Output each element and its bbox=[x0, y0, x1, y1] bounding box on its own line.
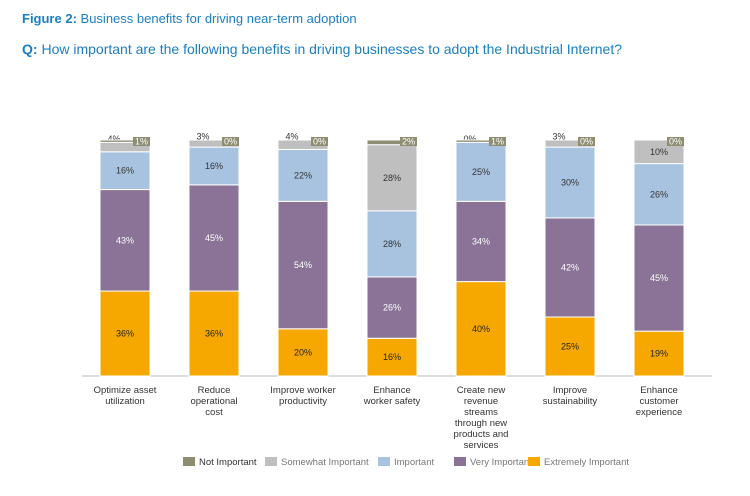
category-label: customer bbox=[639, 396, 678, 407]
question-label: Q: bbox=[22, 41, 38, 57]
data-label-important: 28% bbox=[383, 239, 401, 249]
legend-swatch-not-important bbox=[183, 457, 195, 466]
data-label-important: 22% bbox=[294, 170, 312, 180]
data-label-somewhat-important: 28% bbox=[383, 173, 401, 183]
bar-segment bbox=[99, 189, 151, 292]
legend-label-not-important: Not Important bbox=[199, 457, 257, 468]
question: Q: How important are the following benef… bbox=[22, 41, 622, 57]
category-label: Enhance bbox=[640, 385, 678, 396]
legend-swatch-extremely-important bbox=[528, 457, 540, 466]
category-label: services bbox=[464, 440, 499, 451]
category-label: streams bbox=[464, 407, 498, 418]
category-label: experience bbox=[636, 407, 682, 418]
data-label-important: 30% bbox=[561, 177, 579, 187]
data-label-very-important: 54% bbox=[294, 260, 312, 270]
data-label-not-important: 2% bbox=[402, 137, 415, 147]
value-tag bbox=[667, 137, 684, 146]
bar-segment bbox=[455, 281, 507, 377]
category-label: products and bbox=[454, 429, 509, 440]
data-label-not-important: 0% bbox=[224, 137, 237, 147]
legend-label-very-important: Very Important bbox=[470, 457, 532, 468]
legend-label-extremely-important: Extremely Important bbox=[544, 457, 629, 468]
data-label-somewhat-important: 3% bbox=[552, 132, 565, 142]
legend-label-somewhat-important: Somewhat Important bbox=[281, 457, 369, 468]
category-label: Create new bbox=[457, 385, 506, 396]
bar-segment bbox=[455, 141, 507, 202]
data-label-very-important: 45% bbox=[205, 233, 223, 243]
category-label: operational bbox=[190, 396, 237, 407]
bar-segment bbox=[544, 146, 596, 219]
data-label-extremely-important: 40% bbox=[472, 324, 490, 334]
data-label-not-important: 0% bbox=[313, 137, 326, 147]
bar-segment bbox=[544, 217, 596, 318]
category-label: through new bbox=[455, 418, 507, 429]
data-label-somewhat-important: 4% bbox=[107, 134, 120, 144]
bar-segment bbox=[366, 210, 418, 278]
data-label-extremely-important: 25% bbox=[561, 342, 579, 352]
question-text: How important are the following benefits… bbox=[41, 41, 623, 57]
bar-segment bbox=[188, 146, 240, 186]
data-label-very-important: 26% bbox=[383, 303, 401, 313]
bar-segment bbox=[277, 200, 329, 330]
figure-title-text: Business benefits for driving near-term … bbox=[80, 11, 357, 26]
data-label-extremely-important: 36% bbox=[116, 329, 134, 339]
figure-title: Figure 2: Business benefits for driving … bbox=[22, 11, 357, 26]
data-label-not-important: 0% bbox=[580, 137, 593, 147]
data-label-very-important: 45% bbox=[650, 273, 668, 283]
category-label: Optimize asset bbox=[94, 385, 157, 396]
bar-segment bbox=[633, 330, 685, 377]
category-label: utilization bbox=[105, 396, 145, 407]
figure-label: Figure 2: bbox=[22, 11, 77, 26]
data-label-very-important: 42% bbox=[561, 262, 579, 272]
data-label-somewhat-important: 3% bbox=[196, 132, 209, 142]
bar-segment bbox=[366, 144, 418, 212]
category-label: revenue bbox=[464, 396, 498, 407]
category-label: worker safety bbox=[363, 396, 421, 407]
data-label-extremely-important: 19% bbox=[650, 349, 668, 359]
legend-swatch-important bbox=[378, 457, 390, 466]
legend-swatch-very-important bbox=[454, 457, 466, 466]
data-label-extremely-important: 36% bbox=[205, 329, 223, 339]
data-label-somewhat-important: 10% bbox=[650, 147, 668, 157]
bar-segment bbox=[188, 184, 240, 292]
bar-segment bbox=[277, 328, 329, 377]
bar-segment bbox=[99, 290, 151, 377]
data-label-important: 26% bbox=[650, 189, 668, 199]
data-label-somewhat-important: 4% bbox=[285, 132, 298, 142]
bar-segment bbox=[188, 290, 240, 377]
value-tag bbox=[578, 137, 595, 146]
bar-segment bbox=[366, 337, 418, 377]
data-label-not-important: 1% bbox=[491, 137, 504, 147]
value-tag bbox=[489, 137, 506, 146]
bar-segment bbox=[455, 200, 507, 283]
data-label-extremely-important: 20% bbox=[294, 347, 312, 357]
bar-segment bbox=[633, 163, 685, 226]
data-label-important: 25% bbox=[472, 167, 490, 177]
data-label-somewhat-important: 0% bbox=[463, 134, 476, 144]
data-label-very-important: 43% bbox=[116, 235, 134, 245]
value-tag bbox=[400, 137, 417, 146]
bar-segment bbox=[544, 316, 596, 377]
category-label: Improve worker bbox=[270, 385, 335, 396]
bar-segment bbox=[633, 224, 685, 332]
data-label-extremely-important: 16% bbox=[383, 352, 401, 362]
category-label: productivity bbox=[279, 396, 327, 407]
category-label: Reduce bbox=[198, 385, 231, 396]
data-label-not-important: 1% bbox=[135, 137, 148, 147]
category-label: Improve bbox=[553, 385, 587, 396]
category-label: cost bbox=[205, 407, 223, 418]
value-tag bbox=[133, 137, 150, 146]
legend-label-important: Important bbox=[394, 457, 434, 468]
data-label-important: 16% bbox=[205, 161, 223, 171]
value-tag bbox=[311, 137, 328, 146]
data-label-important: 16% bbox=[116, 166, 134, 176]
data-label-very-important: 34% bbox=[472, 236, 490, 246]
category-label: sustainability bbox=[543, 396, 598, 407]
category-label: Enhance bbox=[373, 385, 411, 396]
value-tag bbox=[222, 137, 239, 146]
legend-swatch-somewhat-important bbox=[265, 457, 277, 466]
data-label-not-important: 0% bbox=[669, 137, 682, 147]
bar-segment bbox=[366, 276, 418, 339]
